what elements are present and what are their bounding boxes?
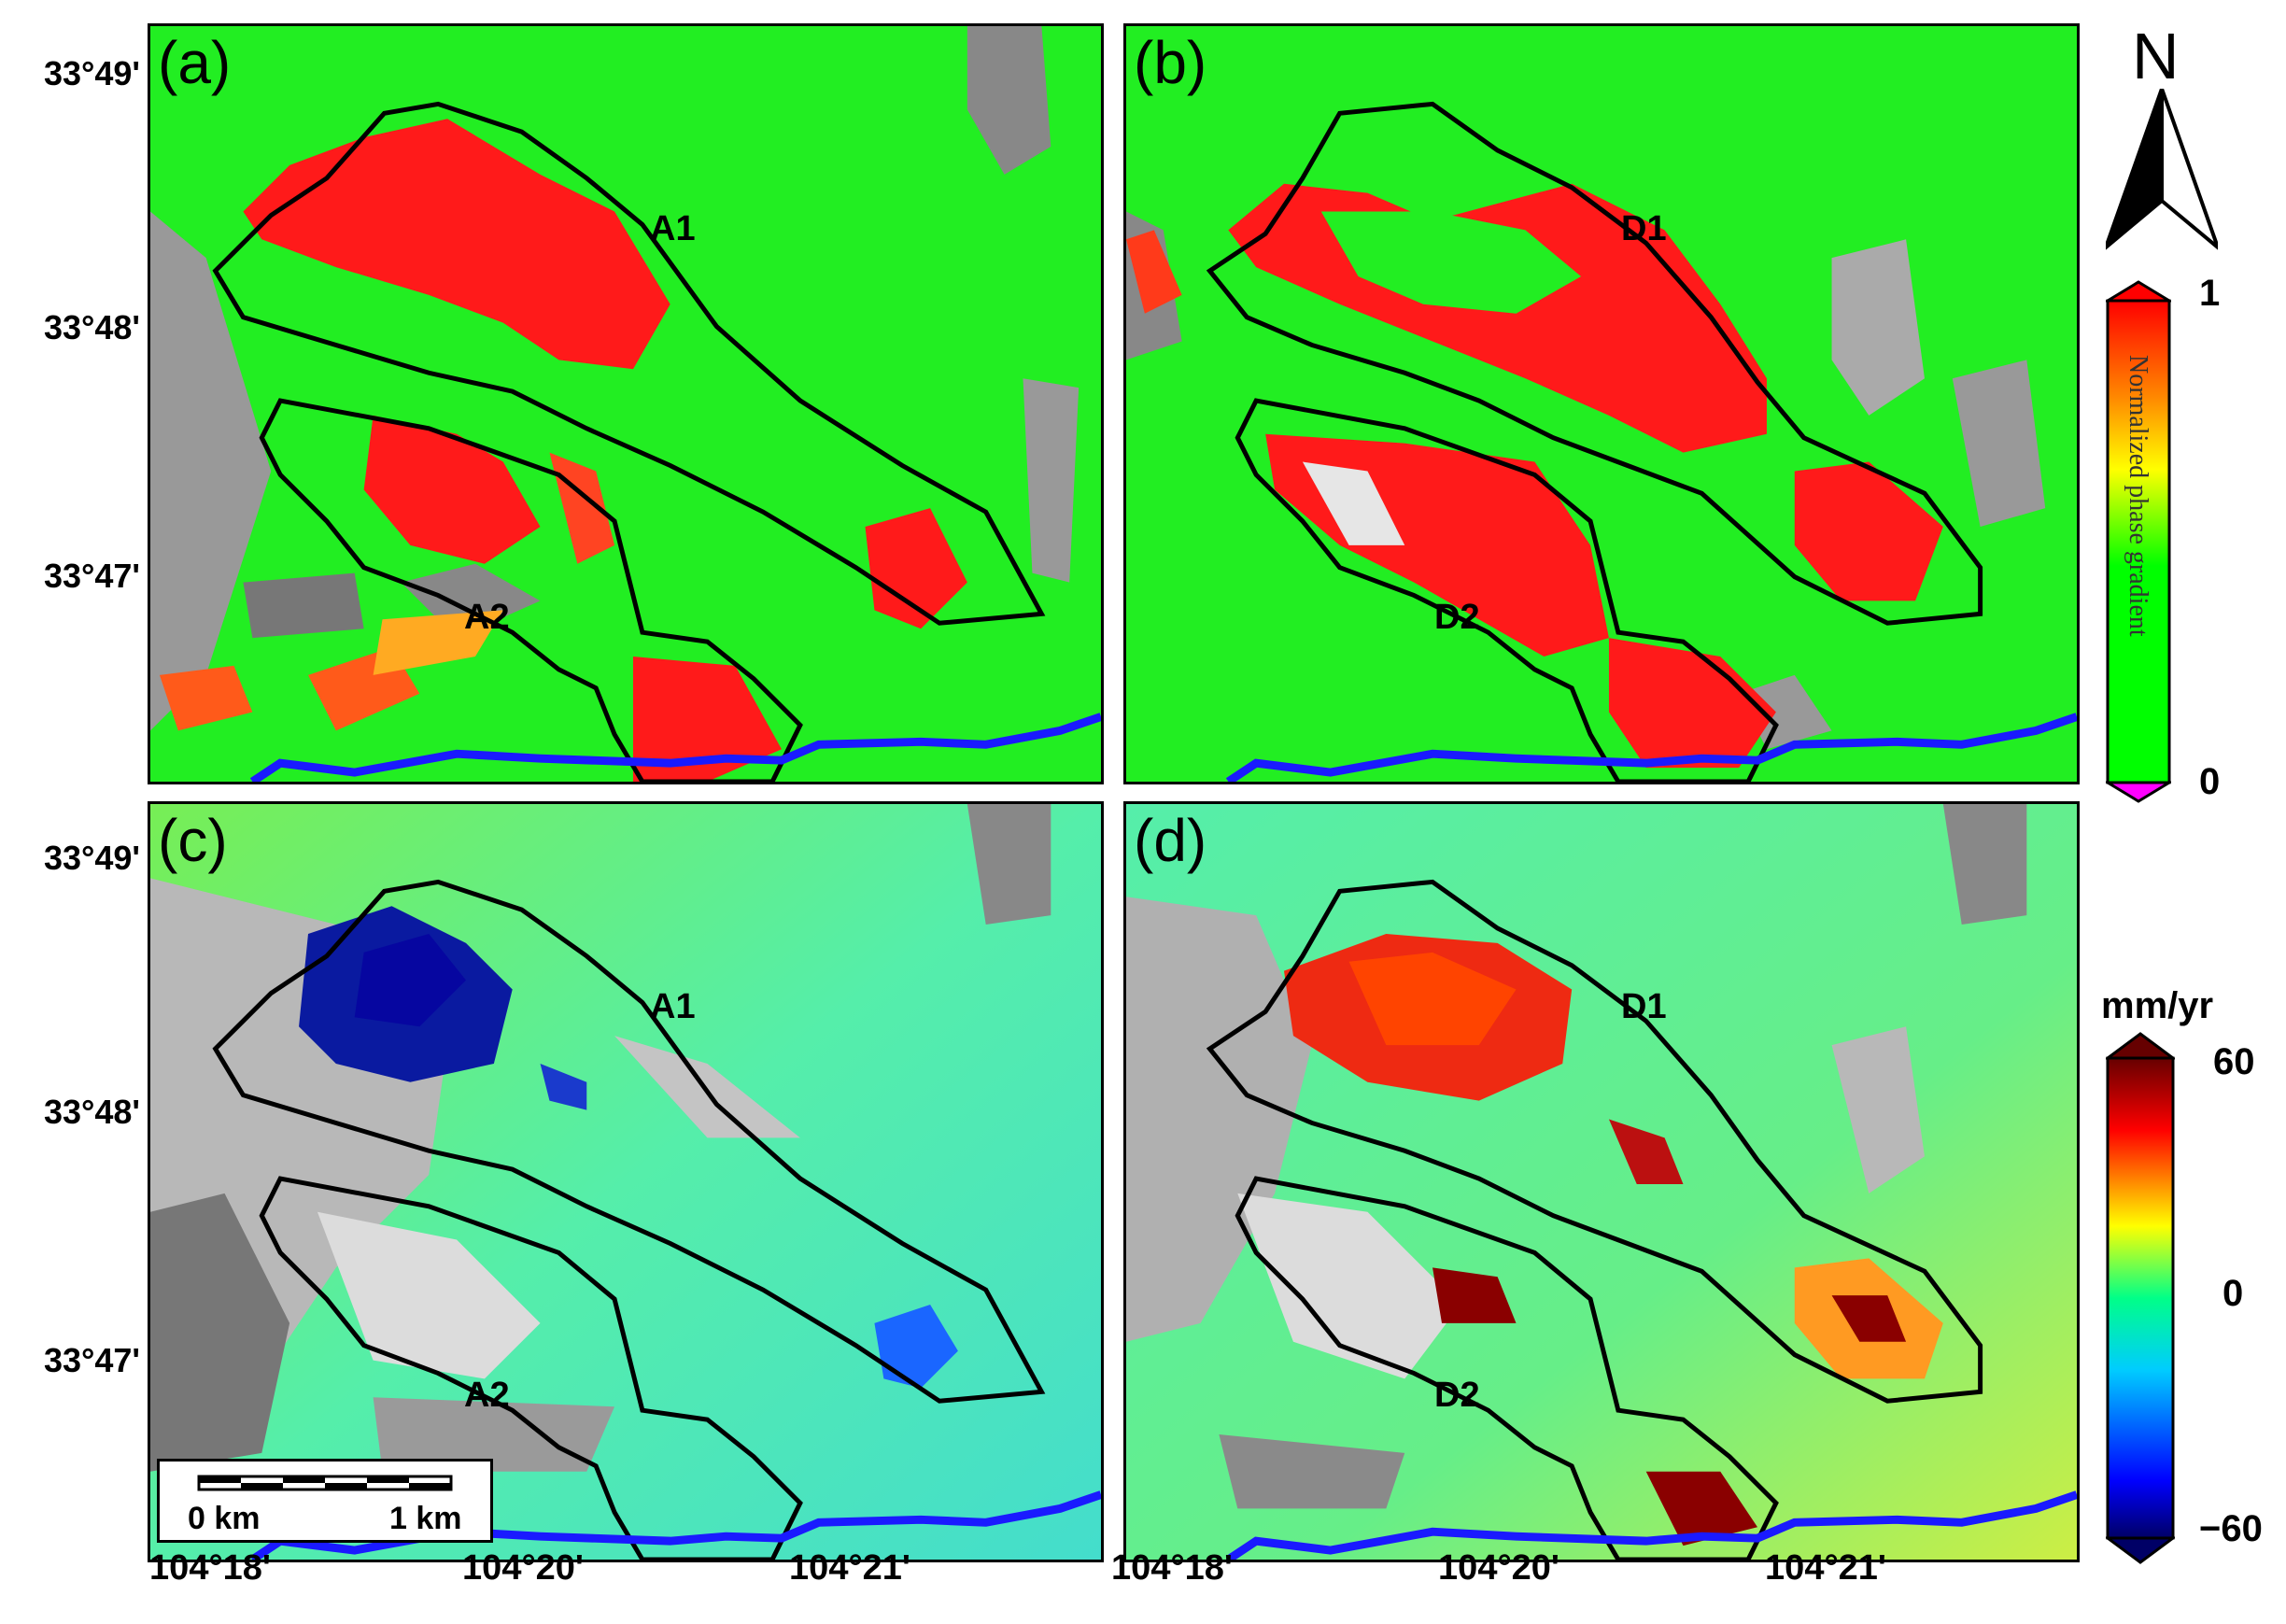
colorbar-gradient: Normalized phase gradient 1 0 <box>2106 273 2283 803</box>
panel-b-map <box>1126 26 2077 782</box>
colorbar-gradient-title: Normalized phase gradient <box>2124 355 2152 637</box>
zone-label-d2: D2 <box>1434 1376 1480 1415</box>
colorbar-velocity: mm/yr 60 0 −60 <box>2101 985 2286 1564</box>
panel-a-map <box>150 26 1101 782</box>
north-arrow: N <box>2106 19 2218 252</box>
colorbar-velocity-min: −60 <box>2199 1508 2263 1549</box>
scale-bar-graphic <box>197 1475 453 1491</box>
lon-label: 104°18' <box>149 1548 271 1588</box>
panel-label: (a) <box>158 29 232 96</box>
lat-label: 33°49' <box>43 54 140 92</box>
colorbar-velocity-max: 60 <box>2213 1041 2255 1082</box>
scale-bar-left-label: 0 km <box>188 1501 261 1536</box>
latitude-axis-bottom: 33°49' 33°48' 33°47' <box>0 801 140 1562</box>
lon-label: 104°21' <box>789 1548 910 1588</box>
lon-label: 104°20' <box>462 1548 584 1588</box>
zone-label-a2: A2 <box>464 1376 510 1415</box>
zone-label-d2: D2 <box>1434 598 1480 637</box>
colorbar-min: 0 <box>2199 761 2221 802</box>
panel-c-map <box>150 804 1101 1560</box>
lat-label: 33°48' <box>43 1093 140 1131</box>
zone-label-a1: A1 <box>650 209 696 248</box>
panel-label: (d) <box>1134 807 1207 874</box>
lon-label: 104°18' <box>1111 1548 1233 1588</box>
colorbar-velocity-mid: 0 <box>2222 1273 2244 1314</box>
panel-d-map <box>1126 804 2077 1560</box>
panel-label: (c) <box>158 807 228 874</box>
colorbar-gradient-bar <box>2106 280 2171 803</box>
panel-d: (d) D1 D2 <box>1123 801 2080 1562</box>
panel-a: (a) A1 A2 <box>148 23 1104 784</box>
zone-label-a1: A1 <box>650 987 696 1026</box>
colorbar-velocity-bar <box>2106 1032 2175 1564</box>
colorbar-velocity-unit: mm/yr <box>2101 985 2214 1026</box>
lat-label: 33°48' <box>43 308 140 346</box>
lat-label: 33°47' <box>43 1341 140 1379</box>
lon-label: 104°20' <box>1438 1548 1559 1588</box>
latitude-axis-top: 33°49' 33°48' 33°47' <box>0 0 140 784</box>
scale-bar: 0 km 1 km <box>157 1459 493 1543</box>
zone-label-a2: A2 <box>464 598 510 637</box>
north-label: N <box>2132 20 2180 92</box>
zone-label-d1: D1 <box>1621 987 1667 1026</box>
zone-label-d1: D1 <box>1621 209 1667 248</box>
colorbar-max: 1 <box>2199 273 2221 314</box>
scale-bar-right-label: 1 km <box>389 1501 462 1536</box>
panel-label: (b) <box>1134 29 1207 96</box>
lon-label: 104°21' <box>1765 1548 1886 1588</box>
lat-label: 33°47' <box>43 557 140 595</box>
lat-label: 33°49' <box>43 839 140 877</box>
north-arrow-icon <box>2106 89 2218 250</box>
panel-c: (c) A1 A2 <box>148 801 1104 1562</box>
panel-b: (b) D1 D2 <box>1123 23 2080 784</box>
